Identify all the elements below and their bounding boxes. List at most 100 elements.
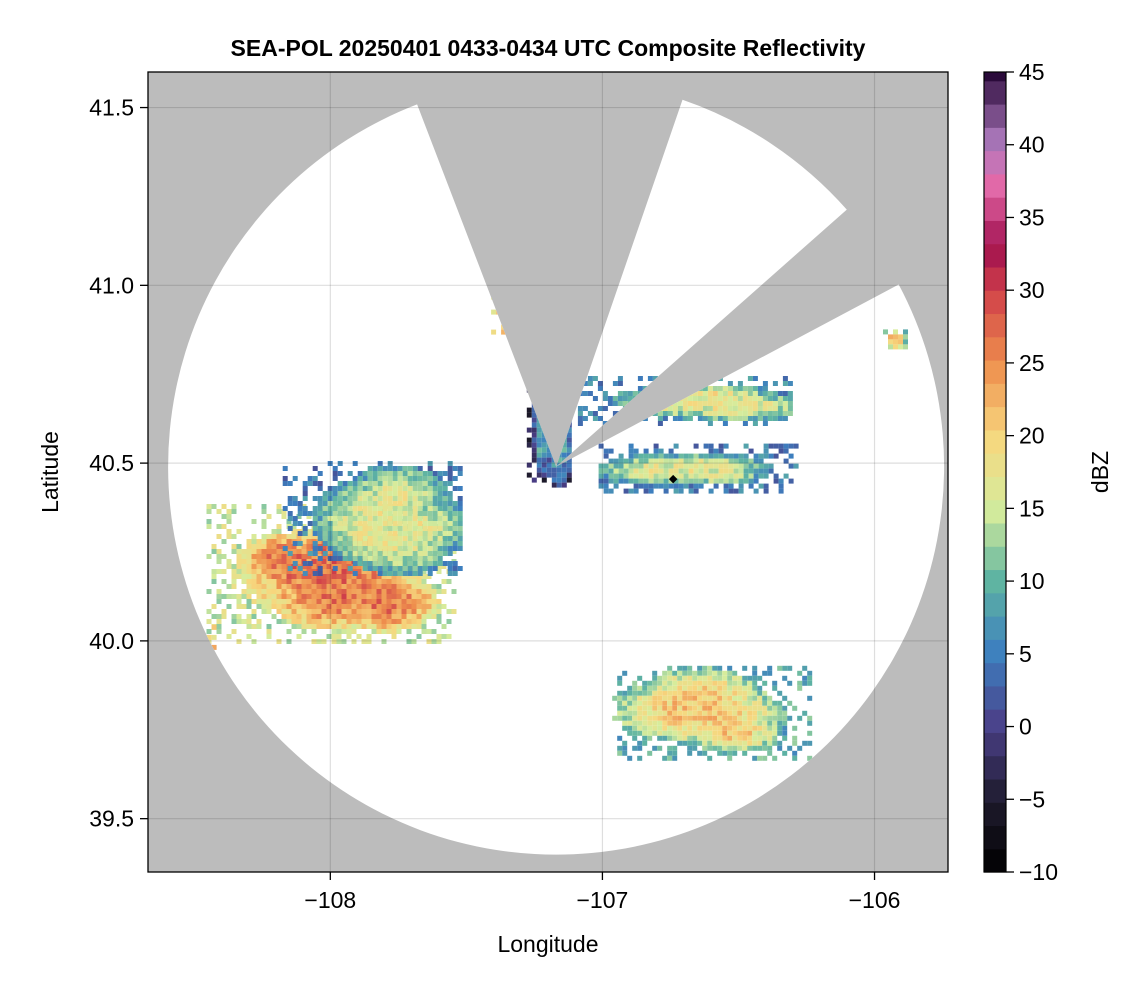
echo-cell bbox=[632, 695, 638, 701]
echo-cell bbox=[346, 559, 352, 564]
echo-cell bbox=[778, 488, 784, 494]
echo-cell bbox=[732, 685, 738, 691]
echo-cell bbox=[361, 584, 367, 589]
echo-cell bbox=[717, 386, 723, 391]
echo-cell bbox=[271, 589, 277, 594]
echo-cell bbox=[366, 639, 372, 644]
echo-cell bbox=[657, 685, 663, 691]
echo-cell bbox=[668, 463, 674, 469]
echo-cell bbox=[211, 544, 217, 549]
echo-cell bbox=[717, 685, 723, 691]
echo-cell bbox=[748, 483, 754, 489]
echo-cell bbox=[677, 700, 683, 706]
echo-cell bbox=[356, 619, 362, 624]
echo-cell bbox=[627, 720, 633, 726]
echo-cell bbox=[392, 521, 398, 526]
echo-cell bbox=[693, 463, 699, 469]
echo-cell bbox=[792, 735, 798, 741]
echo-cell bbox=[648, 458, 654, 464]
echo-cell bbox=[457, 496, 463, 501]
echo-cell bbox=[371, 584, 377, 589]
echo-cell bbox=[722, 406, 728, 411]
echo-cell bbox=[687, 740, 693, 746]
echo-cell bbox=[241, 549, 247, 554]
echo-cell bbox=[692, 735, 698, 741]
echo-cell bbox=[526, 412, 532, 418]
echo-cell bbox=[256, 624, 262, 629]
echo-cell bbox=[387, 466, 393, 471]
echo-cell bbox=[427, 516, 433, 521]
echo-cell bbox=[452, 511, 458, 516]
echo-cell bbox=[372, 556, 378, 561]
echo-cell bbox=[747, 406, 753, 411]
echo-cell bbox=[772, 725, 778, 731]
echo-cell bbox=[762, 680, 768, 686]
echo-cell bbox=[642, 695, 648, 701]
echo-cell bbox=[402, 571, 408, 576]
echo-cell bbox=[381, 629, 387, 634]
echo-cell bbox=[341, 589, 347, 594]
echo-cell bbox=[662, 725, 668, 731]
echo-cell bbox=[292, 561, 298, 566]
echo-cell bbox=[732, 406, 738, 411]
echo-cell bbox=[702, 705, 708, 711]
echo-cell bbox=[286, 589, 292, 594]
echo-cell bbox=[707, 730, 713, 736]
echo-cell bbox=[372, 496, 378, 501]
echo-cell bbox=[421, 624, 427, 629]
echo-cell bbox=[763, 483, 769, 489]
echo-cell bbox=[773, 473, 779, 479]
echo-cell bbox=[797, 715, 803, 721]
echo-cell bbox=[431, 594, 437, 599]
echo-cell bbox=[436, 564, 442, 569]
echo-cell bbox=[352, 526, 358, 531]
echo-cell bbox=[411, 584, 417, 589]
echo-cell bbox=[216, 509, 222, 514]
echo-cell bbox=[898, 344, 903, 350]
echo-cell bbox=[637, 755, 643, 761]
colorbar-band bbox=[984, 825, 1006, 850]
echo-cell bbox=[431, 599, 437, 604]
echo-cell bbox=[381, 574, 387, 579]
echo-cell bbox=[321, 579, 327, 584]
echo-cell bbox=[337, 511, 343, 516]
echo-cell bbox=[336, 574, 342, 579]
echo-cell bbox=[351, 624, 357, 629]
echo-cell bbox=[767, 725, 773, 731]
echo-cell bbox=[441, 589, 447, 594]
echo-cell bbox=[752, 675, 758, 681]
echo-cell bbox=[802, 675, 808, 681]
echo-cell bbox=[442, 501, 448, 506]
echo-cell bbox=[376, 614, 382, 619]
echo-cell bbox=[297, 566, 303, 571]
echo-cell bbox=[622, 715, 628, 721]
echo-cell bbox=[266, 569, 272, 574]
echo-cell bbox=[397, 501, 403, 506]
echo-cell bbox=[682, 715, 688, 721]
echo-cell bbox=[722, 715, 728, 721]
echo-cell bbox=[637, 710, 643, 716]
echo-cell bbox=[762, 745, 768, 751]
echo-cell bbox=[392, 516, 398, 521]
echo-cell bbox=[347, 501, 353, 506]
echo-cell bbox=[561, 477, 567, 483]
echo-cell bbox=[316, 594, 322, 599]
echo-cell bbox=[747, 745, 753, 751]
echo-cell bbox=[292, 516, 298, 521]
echo-cell bbox=[707, 421, 713, 426]
colorbar-tick-label: 15 bbox=[1019, 495, 1045, 521]
echo-cell bbox=[362, 546, 368, 551]
echo-cell bbox=[452, 561, 458, 566]
echo-cell bbox=[427, 496, 433, 501]
echo-cell bbox=[241, 594, 247, 599]
echo-cell bbox=[682, 740, 688, 746]
echo-cell bbox=[713, 463, 719, 469]
echo-cell bbox=[287, 501, 293, 506]
echo-cell bbox=[667, 690, 673, 696]
echo-cell bbox=[657, 675, 663, 681]
echo-cell bbox=[653, 478, 659, 484]
echo-cell bbox=[241, 559, 247, 564]
echo-cell bbox=[748, 458, 754, 464]
colorbar-band bbox=[984, 778, 1006, 803]
echo-cell bbox=[903, 344, 908, 350]
